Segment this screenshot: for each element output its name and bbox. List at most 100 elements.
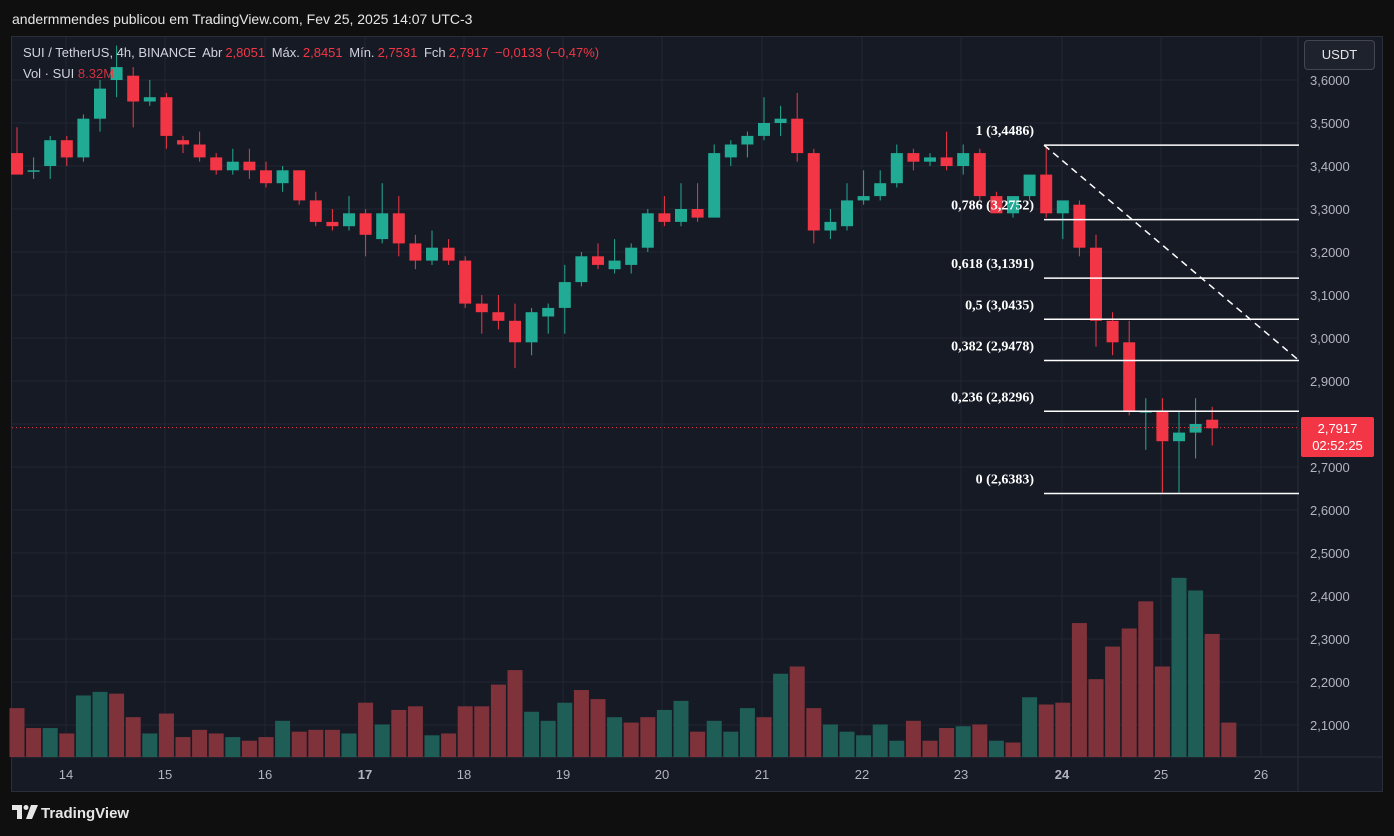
volume-label[interactable]: Vol · SUI <box>23 66 75 81</box>
candle-body[interactable] <box>359 213 372 235</box>
candle-body[interactable] <box>110 67 123 80</box>
candle-body[interactable] <box>27 170 40 172</box>
fib-level-label: 0,618 (3,1391) <box>951 257 1034 272</box>
volume-bar <box>1154 666 1170 757</box>
candle-body[interactable] <box>558 282 571 308</box>
x-axis-tick-label: 25 <box>1154 767 1168 782</box>
candle-body[interactable] <box>44 140 57 166</box>
candle-body[interactable] <box>226 161 239 171</box>
candle-body[interactable] <box>143 97 156 102</box>
candle-body[interactable] <box>442 247 455 261</box>
candle-body[interactable] <box>127 75 140 102</box>
candle-body[interactable] <box>1073 204 1086 248</box>
volume-legend: Vol · SUI 8.32M <box>23 66 114 81</box>
candle-body[interactable] <box>874 183 887 197</box>
candle-body[interactable] <box>376 213 389 240</box>
candle-body[interactable] <box>907 153 920 162</box>
candle-body[interactable] <box>1056 200 1069 214</box>
candle-body[interactable] <box>708 153 721 218</box>
candle-body[interactable] <box>1189 424 1202 433</box>
candle-body[interactable] <box>326 221 339 227</box>
chart-pane[interactable] <box>11 36 1383 792</box>
candle-body[interactable] <box>343 213 355 227</box>
y-axis-tick-label: 3,4000 <box>1310 159 1350 174</box>
candle-body[interactable] <box>276 170 289 184</box>
x-axis-tick-label: 21 <box>755 767 769 782</box>
volume-bar <box>739 708 755 757</box>
high-value: 2,8451 <box>302 45 343 60</box>
candle-body[interactable] <box>77 118 90 158</box>
candle-body[interactable] <box>691 209 704 218</box>
candle-body[interactable] <box>542 307 555 317</box>
bar-countdown: 02:52:25 <box>1312 438 1363 453</box>
candle-body[interactable] <box>924 157 936 162</box>
candle-body[interactable] <box>841 200 853 227</box>
candle-body[interactable] <box>957 153 970 166</box>
candle-body[interactable] <box>94 88 106 119</box>
currency-button[interactable]: USDT <box>1304 40 1375 70</box>
candle-body[interactable] <box>824 221 837 231</box>
candle-body[interactable] <box>774 118 787 123</box>
candle-body[interactable] <box>509 320 521 343</box>
candle-body[interactable] <box>1090 247 1102 321</box>
candle-body[interactable] <box>890 153 903 184</box>
candle-body[interactable] <box>807 153 820 231</box>
candle-body[interactable] <box>1040 174 1053 214</box>
candle-body[interactable] <box>475 303 488 313</box>
candle-body[interactable] <box>675 209 687 222</box>
candle-body[interactable] <box>293 170 306 201</box>
candle-body[interactable] <box>525 312 538 343</box>
candle-body[interactable] <box>791 118 804 154</box>
candle-body[interactable] <box>459 260 472 304</box>
candle-body[interactable] <box>160 97 173 136</box>
candle-body[interactable] <box>658 213 671 222</box>
candle-body[interactable] <box>1123 342 1136 412</box>
low-label: Mín. <box>349 45 375 60</box>
symbol-title[interactable]: SUI / TetherUS, 4h, BINANCE <box>23 45 197 60</box>
tradingview-brand[interactable]: TradingView <box>12 805 129 822</box>
candle-body[interactable] <box>625 247 638 265</box>
candle-body[interactable] <box>758 123 770 136</box>
candle-body[interactable] <box>608 260 621 270</box>
candle-body[interactable] <box>857 196 870 201</box>
volume-bar <box>1171 577 1187 757</box>
candle-body[interactable] <box>641 213 654 248</box>
candle-body[interactable] <box>1106 320 1119 343</box>
volume-bar <box>42 728 58 757</box>
candle-body[interactable] <box>575 256 588 283</box>
volume-bar <box>324 729 340 757</box>
x-axis-tick-label: 18 <box>457 767 471 782</box>
volume-bar <box>706 720 722 757</box>
candle-body[interactable] <box>210 157 223 171</box>
volume-bar <box>922 740 938 757</box>
volume-bar <box>1138 601 1154 757</box>
candle-body[interactable] <box>1206 419 1219 429</box>
candle-body[interactable] <box>60 140 73 158</box>
candle-body[interactable] <box>1173 432 1185 442</box>
x-axis-tick-label: 19 <box>556 767 570 782</box>
candle-body[interactable] <box>177 140 189 145</box>
candle-body[interactable] <box>592 256 604 265</box>
candle-body[interactable] <box>193 144 206 158</box>
candle-body[interactable] <box>426 247 438 261</box>
candle-body[interactable] <box>741 135 754 145</box>
volume-bar <box>125 717 141 757</box>
candle-body[interactable] <box>392 213 405 244</box>
candle-body[interactable] <box>260 170 272 184</box>
candle-body[interactable] <box>1156 411 1169 442</box>
candle-body[interactable] <box>990 196 1003 214</box>
candle-body[interactable] <box>724 144 737 158</box>
volume-bar <box>241 740 257 757</box>
candle-body[interactable] <box>940 157 953 166</box>
candle-body[interactable] <box>1007 196 1019 214</box>
candle-body[interactable] <box>1023 174 1036 197</box>
candle-body[interactable] <box>309 200 322 222</box>
candle-body[interactable] <box>11 153 23 175</box>
candle-body[interactable] <box>243 161 256 171</box>
candle-body[interactable] <box>973 153 986 197</box>
fib-trend-line[interactable] <box>1043 144 1300 362</box>
candle-body[interactable] <box>492 312 505 321</box>
volume-bar <box>407 706 423 757</box>
candle-body[interactable] <box>409 243 422 261</box>
